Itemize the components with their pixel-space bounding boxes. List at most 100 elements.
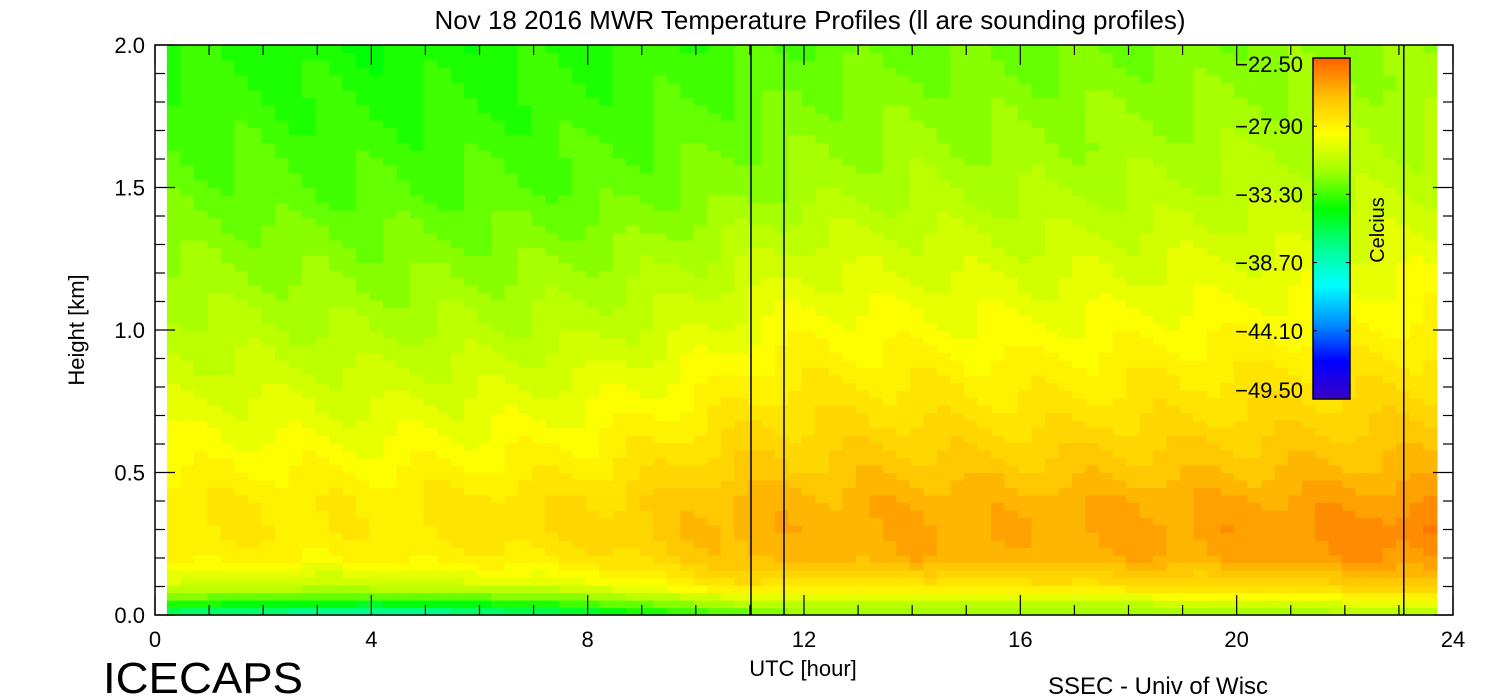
heatmap-cell <box>977 405 992 414</box>
heatmap-cell <box>342 360 357 369</box>
heatmap-cell <box>788 210 803 219</box>
heatmap-cell <box>828 75 843 84</box>
heatmap-cell <box>936 352 951 361</box>
heatmap-cell <box>261 442 276 451</box>
heatmap-cell <box>464 322 479 331</box>
heatmap-cell <box>234 172 249 181</box>
heatmap-cell <box>1018 135 1033 144</box>
heatmap-cell <box>720 412 735 421</box>
heatmap-cell <box>1018 90 1033 99</box>
heatmap-cell <box>612 510 627 519</box>
heatmap-cell <box>288 367 303 376</box>
heatmap-cell <box>180 450 195 459</box>
heatmap-cell <box>855 435 870 444</box>
heatmap-cell <box>869 60 884 69</box>
heatmap-cell <box>464 600 479 609</box>
heatmap-cell <box>801 172 816 181</box>
heatmap-cell <box>383 307 398 316</box>
heatmap-cell <box>396 187 411 196</box>
heatmap-cell <box>734 270 749 279</box>
heatmap-cell <box>882 210 897 219</box>
heatmap-cell <box>720 585 735 594</box>
heatmap-cell <box>977 262 992 271</box>
heatmap-cell <box>653 232 668 241</box>
heatmap-cell <box>828 600 843 609</box>
heatmap-cell <box>464 135 479 144</box>
heatmap-cell <box>220 600 235 609</box>
heatmap-cell <box>207 240 222 249</box>
heatmap-cell <box>815 472 830 481</box>
heatmap-cell <box>869 457 884 466</box>
heatmap-cell <box>923 585 938 594</box>
heatmap-cell <box>815 165 830 174</box>
heatmap-cell <box>450 60 465 69</box>
heatmap-cell <box>788 517 803 526</box>
heatmap-cell <box>329 480 344 489</box>
heatmap-cell <box>720 480 735 489</box>
heatmap-cell <box>531 427 546 436</box>
heatmap-cell <box>977 270 992 279</box>
heatmap-cell <box>923 247 938 256</box>
heatmap-cell <box>788 592 803 601</box>
heatmap-cell <box>936 120 951 129</box>
heatmap-cell <box>275 457 290 466</box>
heatmap-cell <box>275 397 290 406</box>
heatmap-cell <box>329 112 344 121</box>
heatmap-cell <box>639 247 654 256</box>
heatmap-cell <box>545 570 560 579</box>
heatmap-cell <box>464 112 479 121</box>
heatmap-cell <box>639 360 654 369</box>
heatmap-cell <box>450 157 465 166</box>
heatmap-cell <box>423 427 438 436</box>
heatmap-cell <box>558 330 573 339</box>
heatmap-cell <box>774 112 789 121</box>
heatmap-cell <box>882 277 897 286</box>
heatmap-cell <box>774 502 789 511</box>
heatmap-cell <box>545 165 560 174</box>
heatmap-cell <box>504 232 519 241</box>
heatmap-cell <box>1045 502 1060 511</box>
heatmap-cell <box>761 472 776 481</box>
heatmap-cell <box>882 67 897 76</box>
heatmap-cell <box>464 592 479 601</box>
heatmap-cell <box>558 390 573 399</box>
heatmap-cell <box>464 330 479 339</box>
heatmap-cell <box>801 465 816 474</box>
heatmap-cell <box>963 390 978 399</box>
heatmap-cell <box>369 90 384 99</box>
heatmap-cell <box>828 517 843 526</box>
heatmap-cell <box>193 502 208 511</box>
heatmap-cell <box>639 487 654 496</box>
heatmap-cell <box>220 135 235 144</box>
heatmap-cell <box>234 255 249 264</box>
heatmap-cell <box>882 270 897 279</box>
heatmap-cell <box>801 82 816 91</box>
heatmap-cell <box>423 600 438 609</box>
heatmap-cell <box>693 187 708 196</box>
heatmap-cell <box>882 247 897 256</box>
heatmap-cell <box>991 292 1006 301</box>
heatmap-cell <box>356 382 371 391</box>
heatmap-cell <box>383 232 398 241</box>
heatmap-cell <box>275 225 290 234</box>
heatmap-cell <box>842 390 857 399</box>
heatmap-cell <box>909 352 924 361</box>
heatmap-cell <box>707 60 722 69</box>
heatmap-cell <box>288 105 303 114</box>
heatmap-cell <box>1004 442 1019 451</box>
heatmap-cell <box>356 187 371 196</box>
heatmap-cell <box>815 420 830 429</box>
heatmap-cell <box>275 247 290 256</box>
heatmap-cell <box>315 502 330 511</box>
heatmap-cell <box>1045 405 1060 414</box>
heatmap-cell <box>193 420 208 429</box>
heatmap-cell <box>220 232 235 241</box>
heatmap-cell <box>261 427 276 436</box>
heatmap-cell <box>626 255 641 264</box>
heatmap-cell <box>477 495 492 504</box>
heatmap-cell <box>991 135 1006 144</box>
heatmap-cell <box>639 67 654 76</box>
heatmap-cell <box>950 195 965 204</box>
heatmap-cell <box>369 375 384 384</box>
heatmap-cell <box>734 300 749 309</box>
